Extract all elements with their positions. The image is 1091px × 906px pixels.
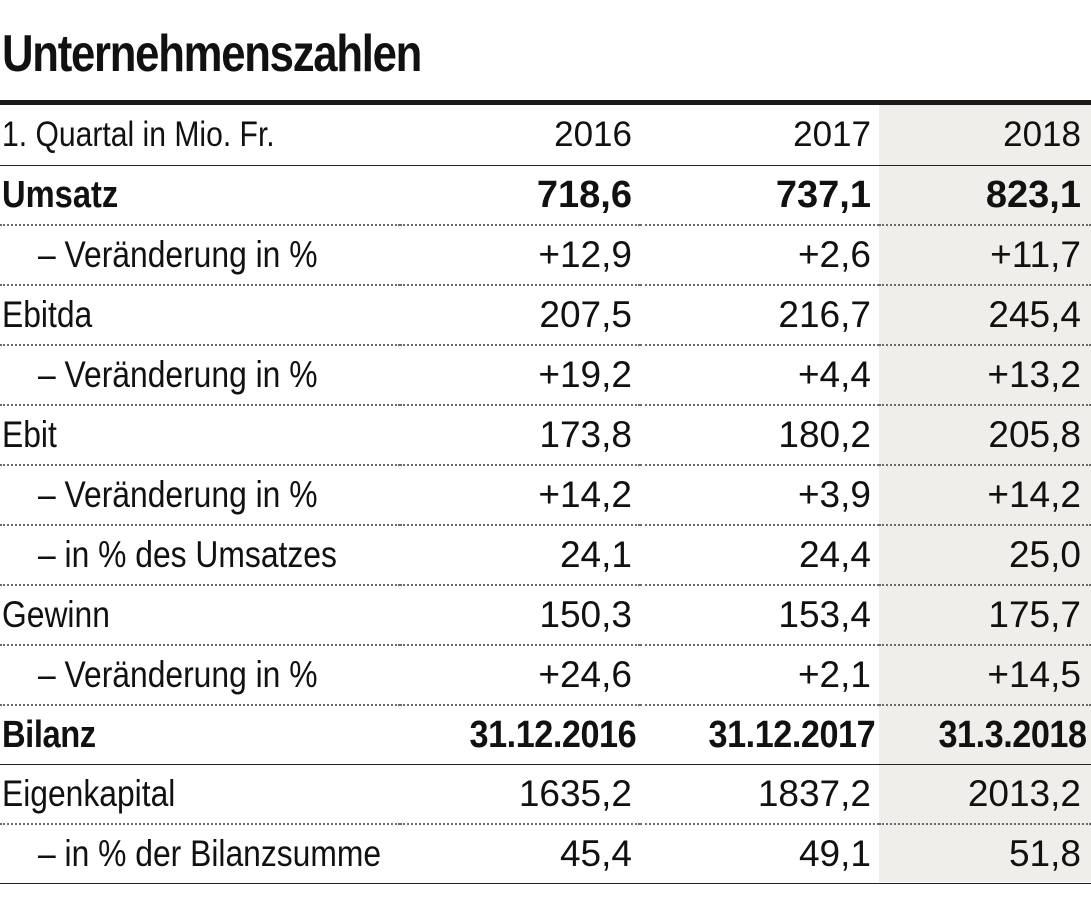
row-label: Gewinn (0, 585, 400, 646)
page-title: Unternehmenszahlen (2, 25, 422, 83)
table-row: – Veränderung in % +19,2 +4,4 +13,2 (0, 345, 1091, 406)
table-row: Ebit 173,8 180,2 205,8 (0, 405, 1091, 466)
table-row: – in % des Umsatzes 24,1 24,4 25,0 (0, 525, 1091, 586)
cell-value: 216,7 (640, 285, 879, 346)
cell-value: 31.3.2018 (879, 705, 1091, 765)
table-row: Bilanz 31.12.2016 31.12.2017 31.3.2018 (0, 705, 1091, 765)
header-year: 2016 (400, 105, 640, 166)
cell-value: 45,4 (400, 824, 640, 884)
cell-value: 207,5 (400, 285, 640, 346)
cell-value: 24,4 (640, 525, 879, 586)
cell-value: 737,1 (640, 165, 879, 226)
header-year: 2017 (640, 105, 879, 166)
row-label: Umsatz (0, 165, 400, 226)
row-label: – in % der Bilanzsumme (0, 824, 400, 884)
cell-value: 153,4 (640, 585, 879, 646)
cell-value: +13,2 (879, 345, 1091, 406)
cell-value: 1837,2 (640, 764, 879, 825)
header-year: 2018 (879, 105, 1091, 166)
cell-value: 49,1 (640, 824, 879, 884)
cell-value: +12,9 (400, 225, 640, 286)
financial-table: 1. Quartal in Mio. Fr. 2016 2017 2018 Um… (0, 105, 1091, 884)
cell-value: 180,2 (640, 405, 879, 466)
table-header-row: 1. Quartal in Mio. Fr. 2016 2017 2018 (0, 105, 1091, 166)
cell-value: 1635,2 (400, 764, 640, 825)
cell-value: +2,1 (640, 645, 879, 706)
top-rule (0, 100, 1091, 105)
row-label: – Veränderung in % (0, 645, 400, 706)
cell-value: 51,8 (879, 824, 1091, 884)
cell-value: 31.12.2016 (400, 705, 640, 765)
row-label: Bilanz (0, 705, 400, 765)
cell-value: 245,4 (879, 285, 1091, 346)
table-row: – in % der Bilanzsumme 45,4 49,1 51,8 (0, 824, 1091, 884)
table-row: Eigenkapital 1635,2 1837,2 2013,2 (0, 764, 1091, 825)
cell-value: 2013,2 (879, 764, 1091, 825)
cell-value: +4,4 (640, 345, 879, 406)
header-label: 1. Quartal in Mio. Fr. (0, 105, 400, 166)
table-row: Ebitda 207,5 216,7 245,4 (0, 285, 1091, 346)
table-row: – Veränderung in % +24,6 +2,1 +14,5 (0, 645, 1091, 706)
cell-value: 25,0 (879, 525, 1091, 586)
cell-value: 823,1 (879, 165, 1091, 226)
row-label: Ebitda (0, 285, 400, 346)
cell-value: 173,8 (400, 405, 640, 466)
cell-value: 718,6 (400, 165, 640, 226)
table-row: Gewinn 150,3 153,4 175,7 (0, 585, 1091, 646)
cell-value: +24,6 (400, 645, 640, 706)
row-label: – in % des Umsatzes (0, 525, 400, 586)
cell-value: +14,5 (879, 645, 1091, 706)
cell-value: +11,7 (879, 225, 1091, 286)
table-row: – Veränderung in % +14,2 +3,9 +14,2 (0, 465, 1091, 526)
cell-value: +14,2 (400, 465, 640, 526)
row-label: Ebit (0, 405, 400, 466)
cell-value: 150,3 (400, 585, 640, 646)
cell-value: 175,7 (879, 585, 1091, 646)
cell-value: +3,9 (640, 465, 879, 526)
row-label: – Veränderung in % (0, 345, 400, 406)
cell-value: 205,8 (879, 405, 1091, 466)
cell-value: 31.12.2017 (640, 705, 879, 765)
row-label: – Veränderung in % (0, 225, 400, 286)
cell-value: +14,2 (879, 465, 1091, 526)
cell-value: +19,2 (400, 345, 640, 406)
table-row: – Veränderung in % +12,9 +2,6 +11,7 (0, 225, 1091, 286)
cell-value: +2,6 (640, 225, 879, 286)
cell-value: 24,1 (400, 525, 640, 586)
table-row: Umsatz 718,6 737,1 823,1 (0, 165, 1091, 226)
row-label: Eigenkapital (0, 764, 400, 825)
row-label: – Veränderung in % (0, 465, 400, 526)
